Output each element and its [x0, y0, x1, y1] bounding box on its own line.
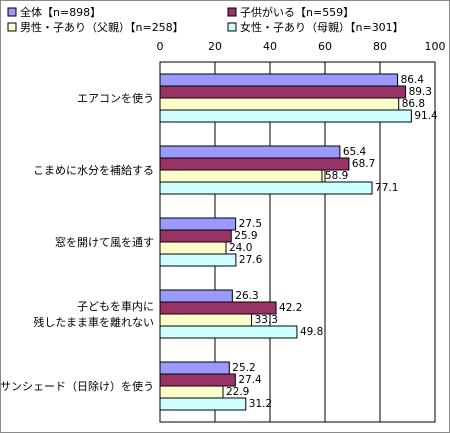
plot-area [159, 61, 436, 423]
tick-label-0: 0 [157, 40, 164, 53]
bar-5-3 [159, 385, 224, 399]
bar-5-1 [159, 361, 230, 375]
bar-4-3 [159, 313, 253, 327]
bar-4-1 [159, 289, 233, 303]
legend-label-4: 女性・子あり（母親）【n=301】 [240, 20, 404, 34]
tick-label-40: 40 [263, 40, 277, 53]
bars: 86.489.386.891.4 65.468.7 58.9 77.1 27.525.9… [159, 73, 438, 411]
bar-3-1 [159, 217, 237, 231]
category-label-4-line-2: 残したまま車を離れない [33, 315, 154, 329]
value-label-2-1: 65.4 [343, 146, 367, 158]
value-label-3-3: 24.0 [229, 242, 252, 254]
value-label-4-4: 49.8 [300, 326, 323, 338]
x-axis-ticks: 0 20 40 60 80 100 [157, 40, 446, 53]
legend-label-3: 男性・子あり（父親）【n=258】 [20, 20, 184, 34]
legend-label-1: 全体【n=898】 [20, 5, 101, 19]
value-label-3-2: 25.9 [234, 230, 257, 242]
legend-swatch-4 [227, 22, 237, 32]
bar-3-4 [159, 253, 237, 267]
legend-label-2: 子供がいる【n=559】 [240, 5, 354, 19]
bar-1-1 [159, 73, 399, 87]
bar-3-2 [159, 229, 232, 243]
category-label-5: サンシェード（日除け）を使う [0, 379, 154, 393]
value-label-2-2: 68.7 [352, 158, 375, 170]
bar-5-4 [159, 397, 247, 411]
legend-swatch-2 [227, 7, 237, 17]
value-label-2-3: 58.9 [325, 170, 348, 182]
value-label-5-1: 25.2 [232, 362, 255, 374]
tick-label-100: 100 [425, 40, 446, 53]
tick-label-80: 80 [373, 40, 387, 53]
category-labels: エアコンを使うこまめに水分を補給する窓を開けて風を通す子どもを車内に残したまま車… [0, 92, 154, 393]
category-label-2: こまめに水分を補給する [33, 163, 154, 177]
bar-1-4 [159, 109, 412, 123]
legend-swatch-1 [7, 7, 17, 17]
bar-3-3 [159, 241, 227, 255]
tick-label-60: 60 [318, 40, 332, 53]
value-label-2-4: 77.1 [375, 182, 398, 194]
value-label-1-4: 91.4 [414, 110, 438, 122]
legend-swatch-3 [7, 22, 17, 32]
value-label-5-3: 22.9 [226, 386, 249, 398]
bar-5-2 [159, 373, 236, 387]
bar-1-3 [159, 97, 400, 111]
value-label-1-1: 86.4 [401, 74, 425, 86]
value-label-1-3: 86.8 [402, 98, 425, 110]
value-label-1-2: 89.3 [409, 86, 432, 98]
bar-2-2 [159, 157, 350, 171]
bar-2-4 [159, 181, 373, 195]
value-label-5-4: 31.2 [249, 398, 272, 410]
value-label-3-4: 27.6 [239, 254, 263, 266]
bar-4-4 [159, 325, 298, 339]
category-label-3: 窓を開けて風を通す [55, 235, 154, 249]
category-label-1: エアコンを使う [77, 92, 154, 105]
category-label-4-line-1: 子どもを車内に [77, 299, 154, 313]
bar-2-3 [159, 169, 323, 183]
bar-2-1 [159, 145, 341, 159]
value-label-4-1: 26.3 [235, 290, 258, 302]
value-label-5-2: 27.4 [238, 374, 262, 386]
tick-label-20: 20 [208, 40, 222, 53]
bar-1-2 [159, 85, 407, 99]
value-label-4-2: 42.2 [279, 302, 302, 314]
legend: 全体【n=898】 子供がいる【n=559】男性・子あり（父親）【n=258】 女性… [7, 5, 404, 34]
value-label-3-1: 27.5 [239, 218, 262, 230]
value-label-4-3: 33.3 [255, 314, 278, 326]
bar-4-2 [159, 301, 277, 315]
